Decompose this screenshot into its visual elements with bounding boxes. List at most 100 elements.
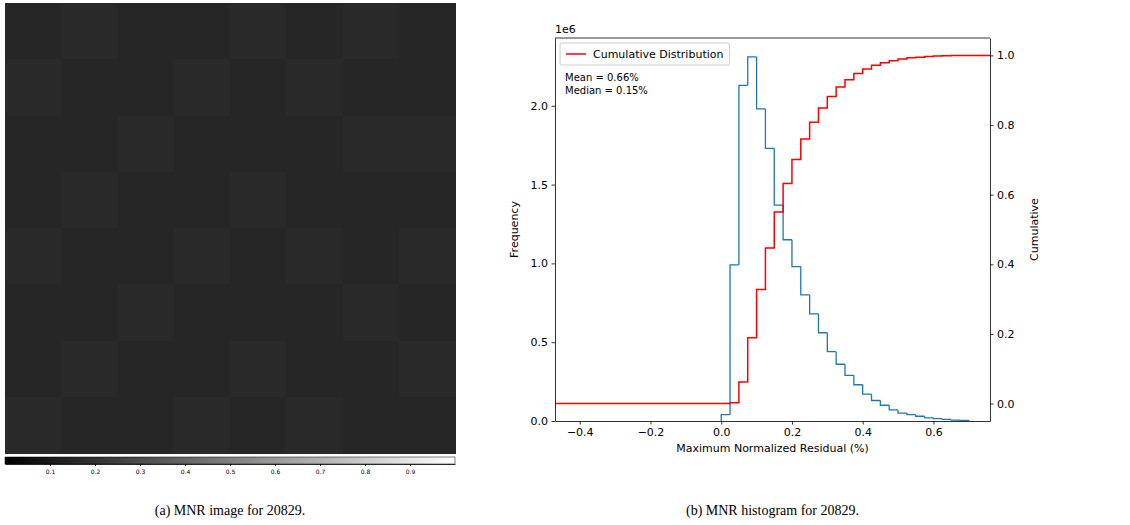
histogram-bar (960, 419, 969, 421)
histogram-bar (757, 57, 766, 109)
histogram-bar (792, 240, 801, 267)
histogram-bar (818, 314, 827, 333)
cell (399, 228, 456, 285)
tick: 0.4 (854, 421, 872, 439)
cell (174, 3, 231, 60)
cell (343, 172, 400, 229)
tick: 0.2 (91, 464, 101, 475)
y-offset-label: 1e6 (555, 23, 576, 36)
tick-mark (552, 421, 556, 422)
tick-label: 0.5 (226, 468, 236, 475)
cell (118, 116, 175, 173)
tick-mark (933, 421, 934, 425)
cell (399, 341, 456, 398)
plot-marks (555, 55, 990, 421)
cell (118, 284, 175, 341)
tick: 0.0 (990, 398, 1015, 411)
legend-swatch (566, 53, 586, 55)
cell (61, 3, 118, 60)
cell (399, 59, 456, 116)
cell (118, 397, 175, 454)
tick-label: 0.6 (997, 189, 1015, 202)
tick: 1.0 (531, 257, 556, 270)
cumulative-line (555, 55, 990, 403)
tick-label: 0.2 (91, 468, 101, 475)
tick-label: 0.3 (136, 468, 146, 475)
tick-label: 0.4 (854, 426, 872, 439)
tick-mark (863, 421, 864, 425)
cell (61, 341, 118, 398)
tick: 0.7 (316, 464, 326, 475)
histogram-bar (836, 352, 845, 365)
colorbar (5, 457, 455, 464)
tick-mark (650, 421, 651, 425)
histogram-bar (748, 57, 757, 85)
tick-mark (990, 125, 994, 126)
tick-mark (140, 464, 141, 466)
cell (286, 284, 343, 341)
cell (5, 228, 62, 285)
histogram-bar (801, 267, 810, 295)
annotation: Mean = 0.66% (565, 72, 639, 83)
tick-label: 0.7 (316, 468, 326, 475)
tick-label: 1.0 (531, 257, 549, 270)
tick: 0.8 (990, 119, 1015, 132)
image-panel (5, 3, 456, 454)
cell (343, 341, 400, 398)
histogram-bar (730, 265, 739, 415)
cell (230, 59, 287, 116)
tick-mark (990, 334, 994, 335)
cell (174, 341, 231, 398)
cell (230, 228, 287, 285)
histogram-bar (889, 405, 898, 410)
tick-label: 0.0 (531, 415, 549, 428)
cell (61, 59, 118, 116)
cell (174, 284, 231, 341)
histogram-bar (845, 364, 854, 375)
y2-axis-line (990, 39, 991, 422)
tick-mark (990, 264, 994, 265)
cell (61, 228, 118, 285)
tick: 1.0 (990, 49, 1015, 62)
cell (174, 228, 231, 285)
tick-mark (580, 421, 581, 425)
tick-label: −0.2 (638, 426, 665, 439)
cell (230, 397, 287, 454)
x-axis: −0.4−0.20.00.20.40.6 (556, 421, 991, 439)
histogram-bar (933, 417, 942, 419)
cell (343, 228, 400, 285)
tick-mark (275, 464, 276, 466)
histogram-bar (916, 415, 925, 417)
cell (118, 172, 175, 229)
cell (343, 59, 400, 116)
tick-mark (552, 106, 556, 107)
caption: (a) MNR image for 20829. (155, 503, 305, 519)
cell (5, 172, 62, 229)
legend: Cumulative Distribution (560, 43, 729, 65)
colorbar-axis: 0.10.20.30.40.50.60.70.80.9 (6, 464, 456, 475)
cell (286, 3, 343, 60)
tick-label: 1.0 (997, 49, 1015, 62)
cell (286, 172, 343, 229)
y-axis-title: Frequency (508, 201, 521, 258)
cell (230, 3, 287, 60)
cell (118, 228, 175, 285)
cell (174, 397, 231, 454)
tick-mark (552, 185, 556, 186)
cell (399, 284, 456, 341)
tick: 0.0 (713, 421, 731, 439)
tick-label: 0.8 (997, 119, 1015, 132)
cell (230, 284, 287, 341)
cell (230, 341, 287, 398)
histogram-bar (951, 419, 960, 421)
tick-label: 0.2 (997, 328, 1015, 341)
y-axis: 0.00.51.01.52.0 (531, 39, 556, 429)
tick-mark (990, 55, 994, 56)
tick: 2.0 (531, 100, 556, 113)
histogram-bar (898, 410, 907, 413)
tick: 0.1 (46, 464, 56, 475)
cell (5, 397, 62, 454)
tick-label: 0.9 (406, 468, 416, 475)
tick-mark (552, 263, 556, 264)
cell (230, 172, 287, 229)
